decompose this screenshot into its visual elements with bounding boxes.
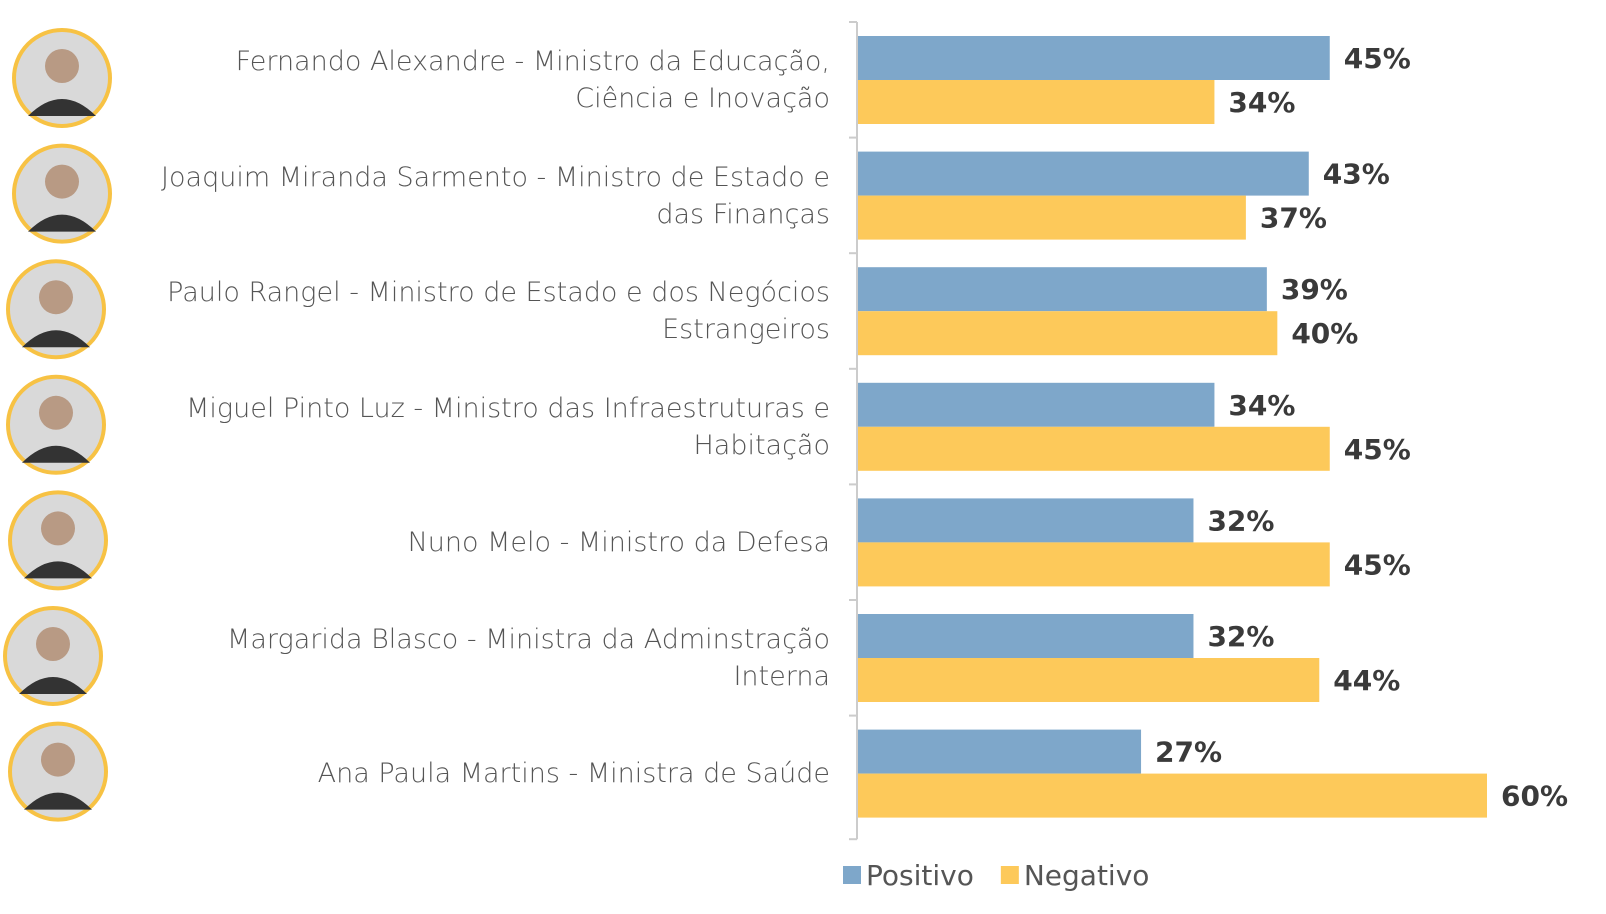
legend-label: Negativo (1024, 859, 1150, 892)
data-label: 39% (1281, 273, 1348, 306)
portrait-body (24, 792, 92, 810)
data-label: 45% (1344, 42, 1411, 75)
portrait-body (19, 677, 87, 694)
category-label: Joaquim Miranda Sarmento - Ministro de E… (161, 161, 830, 230)
data-label: 43% (1323, 158, 1390, 191)
bar (858, 195, 1246, 240)
bar (858, 151, 1309, 196)
data-label: 32% (1207, 504, 1274, 537)
data-label: 45% (1344, 548, 1411, 581)
category-label: Miguel Pinto Luz - Ministro das Infraest… (186, 392, 830, 461)
portrait-head (36, 627, 70, 661)
portrait-body (24, 561, 92, 579)
bar (858, 614, 1194, 658)
legend-label: Positivo (866, 859, 974, 892)
portrait-body (22, 445, 90, 463)
bar (858, 542, 1330, 587)
category-label: Paulo Rangel - Ministro de Estado e dos … (167, 277, 830, 346)
portrait-body (28, 99, 96, 116)
data-label: 60% (1501, 780, 1568, 813)
data-label: 32% (1207, 620, 1274, 653)
category-label: Margarida Blasco - Ministra da Adminstra… (227, 624, 830, 692)
bar (858, 36, 1330, 80)
bar (858, 80, 1215, 124)
bar (858, 658, 1320, 702)
data-label: 40% (1291, 317, 1358, 350)
category-label: Nuno Melo - Ministro da Defesa (407, 526, 830, 558)
legend-swatch (843, 866, 861, 884)
portrait-head (45, 164, 79, 199)
bar (858, 267, 1267, 312)
bar (858, 729, 1142, 774)
bar (858, 426, 1330, 471)
portrait-head (39, 280, 73, 315)
portrait-head (45, 49, 79, 83)
portrait-head (41, 511, 75, 546)
data-label: 45% (1344, 433, 1411, 466)
bar (858, 498, 1194, 543)
data-label: 44% (1333, 664, 1400, 697)
bar (858, 382, 1215, 427)
category-label: Fernando Alexandre - Ministro da Educaçã… (235, 46, 830, 114)
data-label: 34% (1228, 389, 1295, 422)
portrait-body (28, 214, 96, 232)
bar (858, 773, 1487, 818)
bar (858, 311, 1278, 356)
data-label: 27% (1155, 736, 1222, 769)
legend-swatch (1000, 866, 1019, 884)
portrait-head (41, 742, 75, 777)
portrait-body (22, 330, 90, 348)
data-label: 34% (1228, 86, 1295, 119)
category-label: Ana Paula Martins - Ministra de Saúde (317, 758, 830, 790)
data-label: 37% (1260, 202, 1327, 235)
portrait-head (39, 395, 73, 430)
